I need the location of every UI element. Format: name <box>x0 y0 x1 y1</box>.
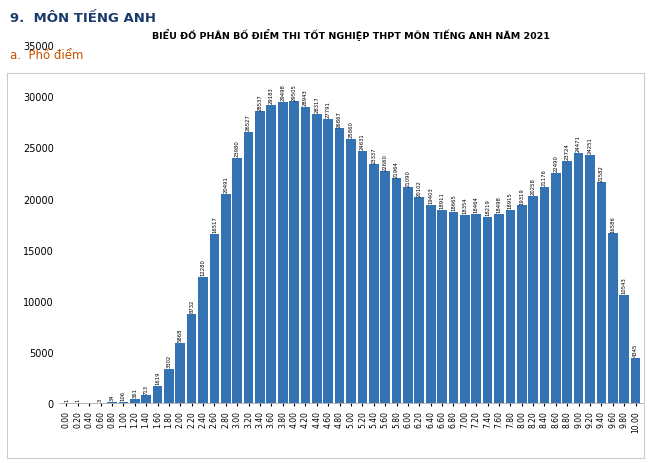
Text: 28317: 28317 <box>315 96 319 113</box>
Text: 19403: 19403 <box>428 187 433 203</box>
Text: 1: 1 <box>75 398 81 401</box>
Text: 25860: 25860 <box>348 121 354 138</box>
Text: 361: 361 <box>132 388 137 397</box>
Bar <box>164 369 174 403</box>
Text: 21964: 21964 <box>394 160 399 177</box>
Bar <box>209 235 219 403</box>
Text: 16586: 16586 <box>610 215 616 232</box>
Bar <box>244 132 254 403</box>
Text: 18498: 18498 <box>497 196 501 213</box>
Bar <box>324 120 333 403</box>
Text: 713: 713 <box>144 384 149 394</box>
Text: 23980: 23980 <box>235 140 240 156</box>
Bar <box>562 161 572 403</box>
Bar <box>232 158 242 403</box>
Text: 26867: 26867 <box>337 111 342 127</box>
Text: 16517: 16517 <box>212 216 217 233</box>
Text: 18354: 18354 <box>462 197 467 214</box>
Bar <box>198 278 208 403</box>
Bar <box>369 165 378 403</box>
Bar <box>278 102 287 403</box>
Bar <box>551 174 561 403</box>
Text: 1619: 1619 <box>155 371 160 384</box>
Bar <box>141 395 151 403</box>
Text: 21582: 21582 <box>599 164 604 181</box>
Bar <box>608 234 617 403</box>
Text: 28537: 28537 <box>257 94 263 110</box>
Text: 1: 1 <box>64 398 69 401</box>
Bar <box>619 295 629 403</box>
Text: 22660: 22660 <box>383 153 387 170</box>
Bar <box>301 108 310 403</box>
Bar <box>585 156 595 403</box>
Bar <box>437 210 447 403</box>
Bar <box>312 114 322 403</box>
Bar <box>335 129 344 403</box>
Bar <box>517 206 526 403</box>
Text: 22490: 22490 <box>553 155 558 172</box>
Text: 106: 106 <box>121 390 126 400</box>
Title: BIỂU ĐỒ PHÂN BỐ ĐIỂM THI TỐT NGHIỆP THPT MÔN TIẾNG ANH NĂM 2021: BIỂU ĐỒ PHÂN BỐ ĐIỂM THI TỐT NGHIỆP THPT… <box>152 30 550 41</box>
Text: 29183: 29183 <box>269 87 274 104</box>
Bar <box>289 102 299 403</box>
Text: 18219: 18219 <box>485 199 490 215</box>
Text: 18464: 18464 <box>474 196 478 213</box>
Text: 29498: 29498 <box>280 84 285 100</box>
Text: 21176: 21176 <box>542 169 547 185</box>
Bar <box>176 343 185 403</box>
Text: 4345: 4345 <box>633 344 638 357</box>
Text: 23337: 23337 <box>371 147 376 163</box>
Text: 20102: 20102 <box>417 179 422 196</box>
Bar <box>392 179 401 403</box>
Text: 3: 3 <box>98 398 103 401</box>
Bar <box>471 215 481 403</box>
Text: 18911: 18911 <box>439 192 445 208</box>
Bar <box>221 194 231 403</box>
Bar <box>266 106 276 403</box>
Text: 3302: 3302 <box>166 354 172 367</box>
Text: 8732: 8732 <box>189 299 194 312</box>
Text: a.  Phổ điểm: a. Phổ điểm <box>10 49 83 62</box>
Text: 5868: 5868 <box>178 328 183 341</box>
Bar <box>346 139 356 403</box>
Bar <box>494 214 504 403</box>
Text: 20491: 20491 <box>224 175 228 192</box>
Text: 24251: 24251 <box>588 137 593 154</box>
Text: 9.  MÔN TIẾNG ANH: 9. MÔN TIẾNG ANH <box>10 12 156 25</box>
Bar <box>426 205 436 403</box>
Text: 10543: 10543 <box>621 277 627 294</box>
Bar <box>528 196 538 403</box>
Text: 23724: 23724 <box>565 143 570 159</box>
Bar <box>358 152 367 403</box>
Bar <box>415 198 424 403</box>
Bar <box>506 210 515 403</box>
Text: 20258: 20258 <box>530 178 536 194</box>
Bar <box>380 172 390 403</box>
Text: 28943: 28943 <box>303 89 308 106</box>
Bar <box>448 213 458 403</box>
Text: 18665: 18665 <box>451 194 456 211</box>
Text: 18915: 18915 <box>508 192 513 208</box>
Bar <box>255 112 265 403</box>
Bar <box>403 188 413 403</box>
Bar <box>574 154 584 403</box>
Bar <box>130 399 140 403</box>
Text: 29505: 29505 <box>292 84 296 100</box>
Bar <box>187 314 196 403</box>
Text: 24471: 24471 <box>576 135 581 152</box>
Bar <box>597 183 606 403</box>
Bar <box>540 187 549 403</box>
Bar <box>153 386 162 403</box>
Text: 19319: 19319 <box>519 188 524 204</box>
Bar <box>630 358 640 403</box>
Bar <box>483 217 493 403</box>
Bar <box>118 402 128 403</box>
Text: 34: 34 <box>109 394 114 400</box>
Text: 21090: 21090 <box>406 169 410 186</box>
Bar <box>460 216 470 403</box>
Text: 27791: 27791 <box>326 101 331 118</box>
Text: 24631: 24631 <box>360 133 365 150</box>
Text: 12280: 12280 <box>201 259 205 276</box>
Text: 26527: 26527 <box>246 114 251 131</box>
